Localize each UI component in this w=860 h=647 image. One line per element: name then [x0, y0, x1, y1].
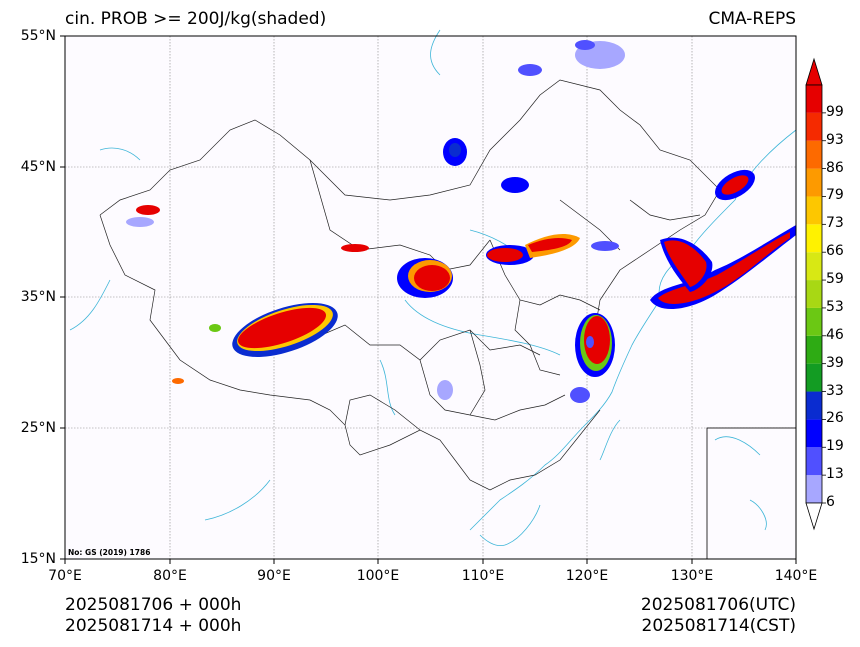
- colorbar: [805, 57, 826, 531]
- map-approval-number: No: GS (2019) 1786: [68, 548, 151, 557]
- lon-label-70: 70°E: [48, 568, 82, 584]
- colorbar-segment: [806, 419, 822, 448]
- colorbar-label: 53: [826, 298, 844, 315]
- colorbar-label: 26: [826, 410, 844, 427]
- lat-label-55: 55°N: [20, 28, 56, 44]
- colorbar-min-extension: [805, 502, 823, 531]
- model-name: CMA-REPS: [708, 9, 796, 29]
- tick-marks: [60, 35, 797, 564]
- colorbar-label: 66: [826, 243, 844, 260]
- colorbar-segment: [806, 140, 822, 169]
- colorbar-label: 33: [826, 382, 844, 399]
- map-title: cin. PROB >= 200J/kg(shaded): [65, 9, 327, 29]
- init-time-cst: 2025081714 + 000h: [65, 616, 242, 636]
- colorbar-segment: [806, 112, 822, 141]
- colorbar-label: 93: [826, 131, 844, 148]
- lat-label-45: 45°N: [20, 159, 56, 175]
- lon-label-90: 90°E: [257, 568, 291, 584]
- colorbar-segment: [806, 168, 822, 197]
- lon-label-130: 130°E: [670, 568, 714, 584]
- lon-label-100: 100°E: [356, 568, 400, 584]
- valid-time-utc: 2025081706(UTC): [640, 595, 796, 615]
- colorbar-label: 13: [826, 466, 844, 483]
- lat-label-35: 35°N: [20, 289, 56, 305]
- inset-coast: [714, 436, 767, 531]
- colorbar-segment: [806, 85, 822, 113]
- colorbar-max-extension: [805, 57, 823, 86]
- colorbar-segment: [806, 307, 822, 336]
- colorbar-label: 6: [826, 494, 835, 510]
- colorbar-segment: [806, 391, 822, 420]
- colorbar-segment: [806, 252, 822, 281]
- south-china-sea-inset: [706, 427, 797, 560]
- colorbar-label: 99: [826, 103, 844, 120]
- colorbar-label: 59: [826, 271, 844, 288]
- init-time-utc: 2025081706 + 000h: [65, 595, 242, 615]
- lon-label-120: 120°E: [565, 568, 609, 584]
- lon-label-110: 110°E: [461, 568, 505, 584]
- colorbar-label: 86: [826, 159, 844, 176]
- probability-shading: [126, 40, 796, 403]
- colorbar-segment: [806, 363, 822, 392]
- valid-time-cst: 2025081714(CST): [641, 616, 796, 636]
- colorbar-label: 46: [826, 326, 844, 343]
- colorbar-label: 73: [826, 215, 844, 232]
- colorbar-segment: [806, 447, 822, 476]
- colorbar-label: 19: [826, 438, 844, 455]
- colorbar-label: 39: [826, 354, 844, 371]
- colorbar-segment: [806, 280, 822, 308]
- colorbar-segment: [806, 335, 822, 364]
- borders: [99, 79, 721, 491]
- colorbar-label: 79: [826, 187, 844, 204]
- colorbar-segment: [806, 475, 822, 503]
- lat-label-25: 25°N: [20, 420, 56, 436]
- lat-label-15: 15°N: [20, 551, 56, 567]
- lon-label-80: 80°E: [153, 568, 187, 584]
- colorbar-segment: [806, 224, 822, 253]
- colorbar-segment: [806, 196, 822, 225]
- lon-label-140: 140°E: [774, 568, 818, 584]
